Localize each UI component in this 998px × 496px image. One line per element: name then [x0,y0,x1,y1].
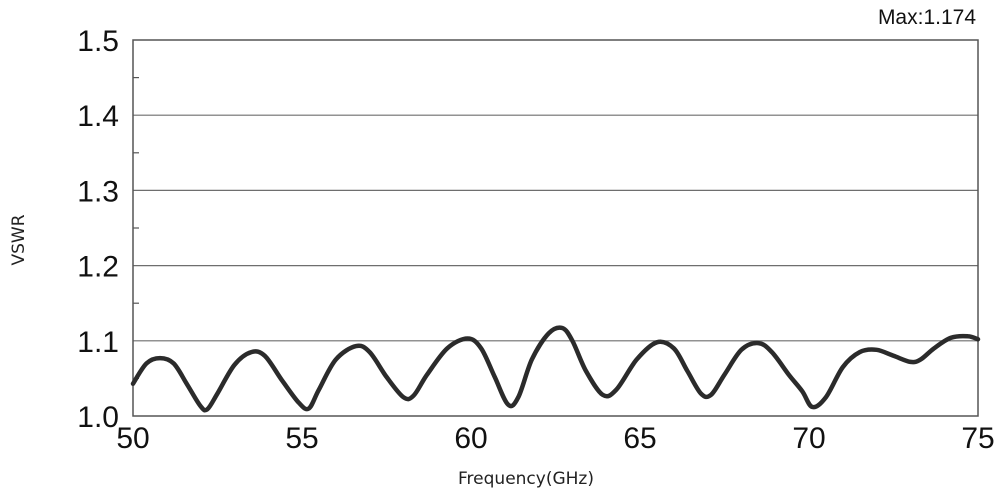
x-tick-label: 55 [285,422,318,455]
y-axis-label: VSWR [9,214,29,265]
x-tick-label: 50 [116,422,149,455]
y-tick-labels: 1.0 1.1 1.2 1.3 1.4 1.5 [77,25,119,434]
grid-lines [133,114,978,342]
x-tick-label: 75 [961,422,994,455]
y-tick-label: 1.4 [77,100,119,133]
y-tick-label: 1.3 [77,175,119,208]
x-tick-label: 65 [623,422,656,455]
y-tick-label: 1.0 [77,401,119,434]
vswr-series-line [130,325,981,413]
max-annotation: Max:1.174 [878,6,976,29]
series-layer [130,325,981,413]
y-tick-label: 1.2 [77,251,119,284]
y-minor-ticks [133,76,139,379]
x-tick-labels: 50 55 60 65 70 75 [116,422,994,455]
y-tick-label: 1.5 [77,25,119,58]
plot-frame [132,39,979,417]
x-tick-label: 60 [454,422,487,455]
x-tick-label: 70 [792,422,825,455]
y-tick-label: 1.1 [77,326,119,359]
x-axis-label: Frequency(GHz) [458,469,594,489]
